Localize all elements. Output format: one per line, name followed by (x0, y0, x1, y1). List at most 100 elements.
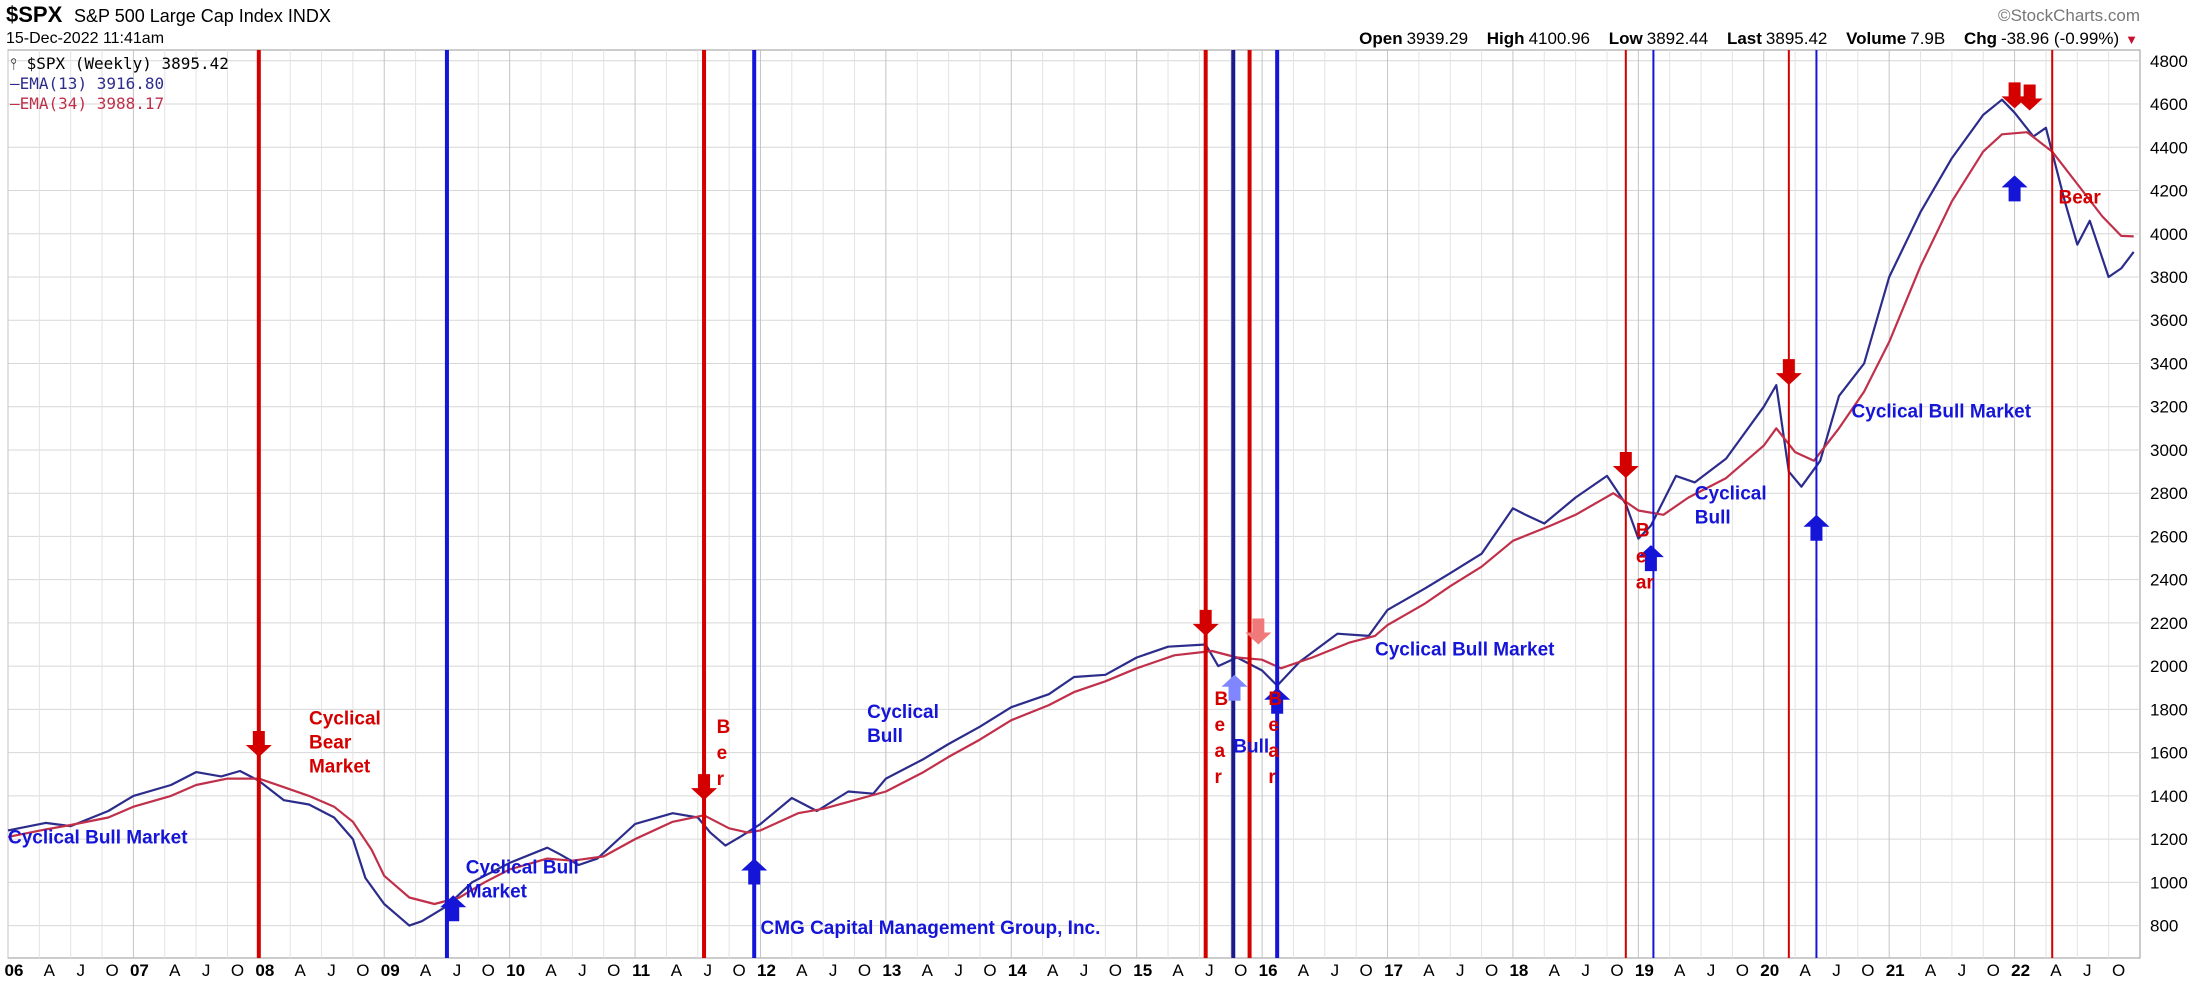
x-tick-label: J (2083, 961, 2092, 980)
x-tick-label: A (922, 961, 934, 980)
exchange-code: INDX (287, 6, 331, 26)
x-tick-label: 10 (506, 961, 525, 980)
x-tick-label: O (1987, 961, 2000, 980)
legend-ema13-text: EMA(13) 3916.80 (19, 74, 165, 93)
x-tick-label: J (202, 961, 211, 980)
x-tick-label: A (1549, 961, 1561, 980)
y-tick-label: 4400 (2150, 138, 2188, 157)
chart-annotation: Market (466, 882, 528, 903)
down-arrow-icon (2016, 84, 2043, 111)
y-tick-label: 1600 (2150, 744, 2188, 763)
up-arrow-icon (1803, 514, 1830, 541)
chart-date: 15-Dec-2022 11:41am (6, 30, 165, 47)
legend-main-text: $SPX (Weekly) 3895.42 (26, 54, 229, 73)
x-tick-label: A (420, 961, 432, 980)
legend-main: ⫯ $SPX (Weekly) 3895.42 (10, 54, 229, 74)
x-tick-label: A (2050, 961, 2062, 980)
legend-ema34-text: EMA(34) 3988.17 (19, 94, 165, 113)
x-tick-label: A (1925, 961, 1937, 980)
chart-annotation: B (1214, 689, 1228, 710)
high-label: High (1486, 29, 1525, 48)
chart-annotation: Bull (1233, 737, 1269, 758)
x-tick-label: 22 (2011, 961, 2030, 980)
x-tick-label: J (76, 961, 85, 980)
chart-annotation: r (717, 769, 725, 790)
x-tick-label: A (1298, 961, 1310, 980)
y-tick-label: 1400 (2150, 787, 2188, 806)
index-name: S&P 500 Large Cap Index INDX (74, 6, 331, 27)
chart-annotation: ar (1636, 572, 1655, 593)
x-tick-label: J (453, 961, 462, 980)
y-tick-label: 800 (2150, 917, 2178, 936)
legend-ema34: —EMA(34) 3988.17 (10, 94, 229, 114)
x-tick-label: 17 (1384, 961, 1403, 980)
x-tick-label: O (1861, 961, 1874, 980)
up-arrow-icon (1221, 674, 1248, 701)
x-tick-label: O (1485, 961, 1498, 980)
chart-annotation: Cyclical Bull (466, 858, 579, 879)
x-tick-label: 09 (381, 961, 400, 980)
low-value: 3892.44 (1646, 29, 1709, 48)
x-tick-label: J (327, 961, 336, 980)
chart-annotation: B (717, 717, 731, 738)
chg-label: Chg (1963, 29, 1997, 48)
last-label: Last (1726, 29, 1762, 48)
chart-annotation: Cyclical (1695, 484, 1767, 505)
symbol-title: $SPX (6, 2, 63, 27)
y-tick-label: 1200 (2150, 830, 2188, 849)
x-tick-label: 12 (757, 961, 776, 980)
chart-annotation: CMG Capital Management Group, Inc. (760, 918, 1100, 939)
chart-annotation: e (1214, 715, 1225, 736)
y-tick-label: 1000 (2150, 873, 2188, 892)
down-arrow-icon (1245, 618, 1272, 645)
chart-annotation: Bear (309, 733, 352, 754)
quote-bar: Open 3939.29 High 4100.96 Low 3892.44 Last 3… (1345, 29, 2138, 49)
x-tick-label: O (482, 961, 495, 980)
x-tick-label: O (983, 961, 996, 980)
x-tick-label: A (1047, 961, 1059, 980)
chart-annotation: Cyclical Bull Market (1852, 402, 2032, 423)
x-tick-label: J (704, 961, 713, 980)
x-tick-label: J (1832, 961, 1841, 980)
chart-annotation: a (1268, 741, 1279, 762)
y-tick-label: 4800 (2150, 52, 2188, 71)
x-tick-label: J (1707, 961, 1716, 980)
x-tick-label: J (1080, 961, 1089, 980)
x-tick-label: O (356, 961, 369, 980)
x-tick-label: 14 (1008, 961, 1027, 980)
y-tick-label: 3200 (2150, 398, 2188, 417)
chart-annotation: r (1268, 767, 1276, 788)
x-tick-label: A (1799, 961, 1811, 980)
chart-annotation: B (1268, 689, 1282, 710)
x-tick-label: A (545, 961, 557, 980)
x-tick-label: 16 (1259, 961, 1278, 980)
x-tick-label: O (733, 961, 746, 980)
x-tick-label: A (796, 961, 808, 980)
x-tick-label: 11 (632, 961, 650, 980)
up-arrow-icon (741, 858, 768, 885)
x-tick-label: O (1109, 961, 1122, 980)
x-tick-label: A (295, 961, 307, 980)
x-tick-label: A (671, 961, 683, 980)
chart-annotation: B (1636, 520, 1650, 541)
chart-annotation: Bear (2058, 187, 2101, 208)
x-tick-label: O (858, 961, 871, 980)
x-tick-label: A (1674, 961, 1686, 980)
x-tick-label: J (1581, 961, 1590, 980)
y-tick-label: 2400 (2150, 571, 2188, 590)
y-tick-label: 2000 (2150, 657, 2188, 676)
x-tick-label: 08 (255, 961, 274, 980)
y-tick-label: 1800 (2150, 700, 2188, 719)
chart-annotation: Bull (1695, 508, 1731, 529)
y-tick-label: 2600 (2150, 527, 2188, 546)
y-tick-label: 4200 (2150, 182, 2188, 201)
x-tick-label: O (231, 961, 244, 980)
x-tick-label: O (1360, 961, 1373, 980)
x-tick-label: 18 (1509, 961, 1528, 980)
chart-annotation: a (1214, 741, 1225, 762)
y-tick-label: 3400 (2150, 354, 2188, 373)
x-tick-label: J (1958, 961, 1967, 980)
y-tick-label: 3600 (2150, 311, 2188, 330)
down-triangle-icon: ▼ (2125, 32, 2138, 47)
volume-label: Volume (1846, 29, 1907, 48)
